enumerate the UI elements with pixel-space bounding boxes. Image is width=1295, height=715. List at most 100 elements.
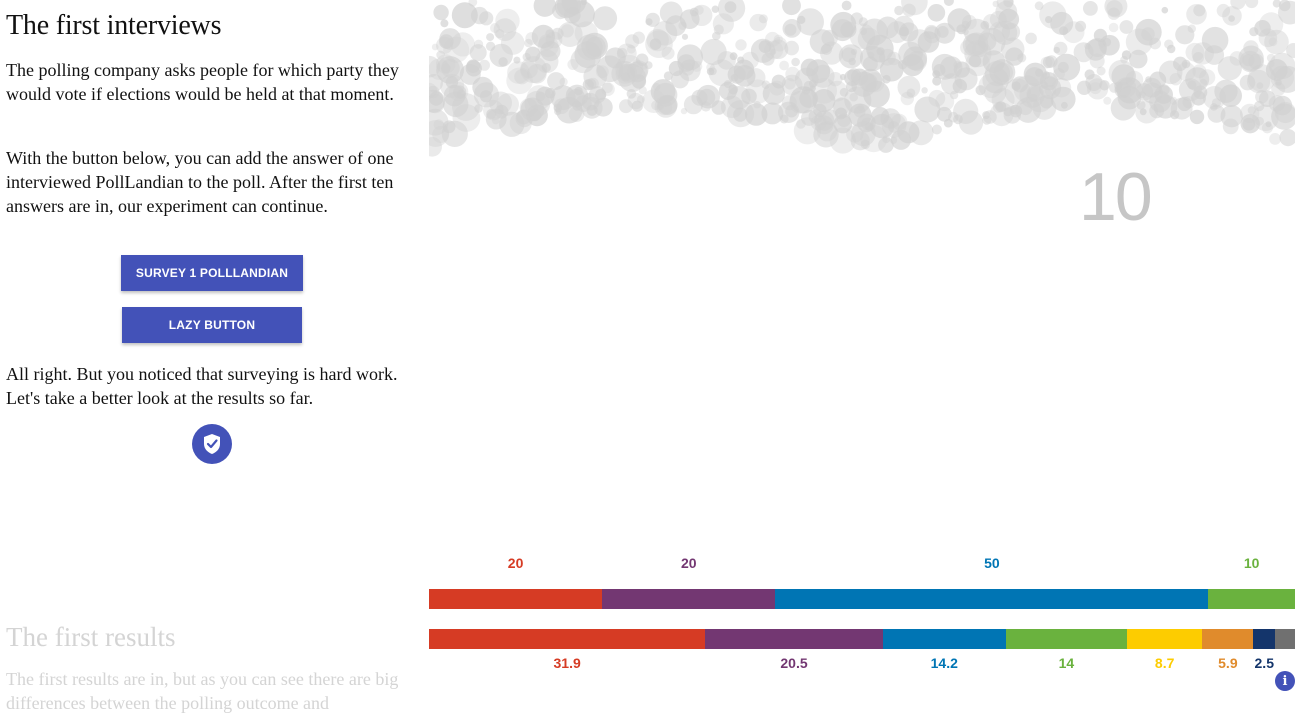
population-dot bbox=[784, 78, 796, 90]
population-dot bbox=[712, 31, 721, 41]
population-dot bbox=[574, 95, 592, 112]
population-dot bbox=[958, 110, 984, 135]
population-dot bbox=[516, 109, 532, 125]
population-dot bbox=[943, 0, 954, 6]
population-dot bbox=[1185, 67, 1210, 92]
population-dot bbox=[466, 59, 480, 73]
population-dot bbox=[1149, 71, 1167, 89]
population-dot bbox=[668, 60, 684, 77]
population-dot bbox=[1229, 51, 1245, 66]
population-dot bbox=[906, 88, 916, 98]
population-dot bbox=[1042, 71, 1050, 79]
population-dot bbox=[1201, 26, 1229, 54]
population-bar-label: 31.9 bbox=[553, 655, 581, 671]
population-dot bbox=[1222, 6, 1242, 26]
population-dot bbox=[665, 15, 687, 37]
interview-count: 10 bbox=[1079, 159, 1153, 235]
population-dot bbox=[995, 101, 1007, 113]
population-dot bbox=[1217, 56, 1242, 81]
population-dot bbox=[1265, 121, 1272, 128]
population-dot bbox=[1278, 0, 1291, 12]
population-dot bbox=[524, 38, 533, 48]
population-dot bbox=[779, 114, 789, 124]
population-bar-label: 20.5 bbox=[780, 655, 808, 671]
population-dot bbox=[1181, 59, 1191, 69]
sample-bar-label: 50 bbox=[984, 555, 1000, 571]
population-dot bbox=[1053, 41, 1068, 56]
population-dot bbox=[429, 91, 444, 106]
population-dot bbox=[1274, 65, 1295, 93]
population-dot bbox=[1242, 117, 1256, 131]
population-dot bbox=[753, 101, 761, 109]
population-dot bbox=[554, 108, 562, 116]
population-dot bbox=[953, 98, 979, 124]
population-dot bbox=[1084, 39, 1107, 61]
info-icon[interactable]: i bbox=[1275, 671, 1295, 691]
population-dot bbox=[653, 82, 678, 107]
population-bar-segment bbox=[1005, 629, 1128, 649]
population-dot bbox=[495, 28, 505, 39]
population-dot bbox=[681, 63, 695, 76]
population-dot bbox=[570, 48, 596, 74]
section-title-first-results: The first results bbox=[6, 622, 176, 652]
population-dot bbox=[811, 64, 835, 88]
population-dot bbox=[744, 103, 768, 126]
population-dot bbox=[1119, 20, 1134, 34]
population-dot bbox=[832, 98, 853, 118]
population-dot bbox=[993, 20, 1018, 45]
population-dot bbox=[1269, 133, 1281, 145]
population-dot bbox=[1084, 42, 1091, 50]
population-dot bbox=[841, 0, 852, 11]
population-dot bbox=[1103, 96, 1112, 105]
population-dot bbox=[547, 72, 565, 90]
population-dot bbox=[557, 21, 583, 47]
population-dot bbox=[1222, 118, 1239, 135]
population-dot bbox=[663, 71, 673, 81]
population-dot bbox=[619, 99, 633, 114]
population-dot bbox=[472, 76, 494, 98]
population-dot bbox=[758, 14, 768, 24]
population-dot bbox=[1149, 37, 1161, 50]
population-dot bbox=[486, 33, 495, 42]
population-dot bbox=[846, 81, 857, 93]
population-dot bbox=[980, 20, 990, 30]
population-dot bbox=[1003, 0, 1014, 8]
population-dot bbox=[735, 39, 747, 51]
population-dot bbox=[632, 31, 645, 44]
population-dot bbox=[1053, 46, 1060, 54]
population-dot bbox=[779, 60, 789, 71]
population-dot bbox=[773, 34, 783, 44]
population-bar-segment bbox=[705, 629, 884, 649]
population-dot bbox=[831, 19, 854, 42]
population-dot bbox=[935, 92, 955, 112]
population-dot bbox=[1034, 1, 1044, 11]
lazy-button[interactable]: LAZY BUTTON bbox=[122, 307, 302, 343]
population-dot bbox=[1039, 1, 1067, 29]
continue-button[interactable] bbox=[192, 424, 232, 464]
survey-one-button[interactable]: SURVEY 1 POLLLANDIAN bbox=[121, 255, 303, 291]
population-dot bbox=[797, 15, 806, 24]
population-dot bbox=[1109, 82, 1120, 93]
population-dot bbox=[853, 105, 866, 118]
population-dot bbox=[1193, 4, 1206, 17]
population-dot bbox=[490, 23, 500, 33]
population-dot bbox=[1045, 16, 1053, 24]
population-dot bbox=[991, 88, 1015, 112]
population-dot bbox=[785, 104, 798, 118]
population-dot bbox=[1267, 60, 1275, 68]
population-dot bbox=[574, 86, 583, 96]
population-dot bbox=[1268, 37, 1278, 47]
population-dot bbox=[1128, 49, 1148, 69]
population-bar-label: 2.5 bbox=[1254, 655, 1274, 671]
population-dot bbox=[550, 85, 576, 111]
population-dot bbox=[914, 96, 941, 123]
population-dot bbox=[514, 69, 530, 85]
population-bar-segment bbox=[1126, 629, 1203, 649]
population-bar-segment bbox=[1253, 629, 1276, 649]
population-dot bbox=[1050, 11, 1074, 35]
population-dot bbox=[700, 38, 727, 66]
section-title-first-interviews: The first interviews bbox=[6, 10, 222, 41]
population-dot bbox=[879, 57, 904, 82]
sample-bar-label: 20 bbox=[507, 555, 524, 571]
sample-bar-segment bbox=[602, 589, 776, 609]
